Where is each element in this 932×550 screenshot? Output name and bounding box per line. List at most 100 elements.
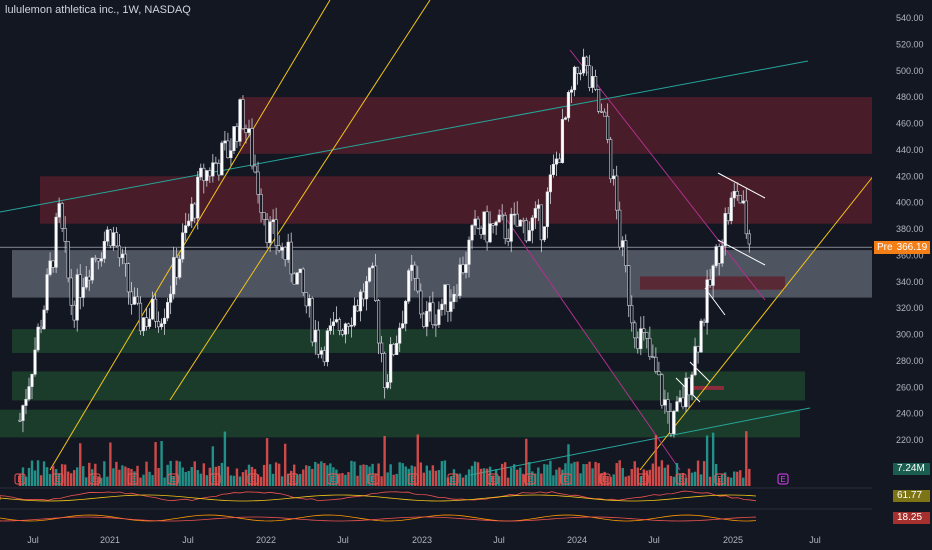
candle-body — [178, 258, 182, 278]
candle-body — [473, 218, 477, 226]
candle-body — [72, 304, 76, 321]
y-tick-label: 420.00 — [896, 171, 924, 181]
candle-body — [506, 238, 510, 242]
candle-body — [105, 229, 109, 242]
volume-bar — [525, 438, 528, 486]
candle-body — [129, 291, 134, 305]
earnings-marker-box — [327, 473, 339, 485]
candle-body — [440, 303, 444, 310]
candle-body — [45, 274, 49, 311]
magenta-channel-upper — [569, 49, 766, 301]
candle-body — [497, 214, 501, 223]
volume-bar — [79, 443, 82, 486]
volume-bar — [708, 476, 712, 486]
candle-body — [229, 150, 233, 159]
candle-body — [578, 72, 583, 75]
candle-body — [467, 239, 471, 265]
volume-bar — [455, 473, 459, 486]
volume-bar — [241, 472, 245, 486]
candle-body — [458, 264, 462, 296]
earnings-marker-box — [407, 473, 419, 485]
candle-body — [307, 297, 311, 307]
volume-bar — [443, 460, 447, 486]
earnings-marker-letter: E — [410, 475, 415, 484]
candle-body — [54, 216, 58, 268]
candle-body — [21, 405, 25, 421]
earnings-marker-box — [447, 473, 459, 485]
volume-bar — [323, 463, 326, 486]
volume-bar — [353, 461, 356, 486]
indicator2-value-badge: 18.25 — [893, 512, 930, 524]
candle-body — [398, 327, 402, 344]
candle-body — [431, 302, 435, 325]
volume-bar — [606, 476, 609, 486]
y-tick-label: 360.00 — [896, 250, 924, 260]
volume-bar — [347, 472, 350, 486]
volume-bar — [491, 475, 495, 486]
candle-body — [289, 241, 293, 275]
time-axis[interactable]: Jul 2021 Jul 2022 Jul 2023 Jul 2024 Jul 2025 Jul E — [0, 473, 932, 550]
earnings-marker: E — [560, 473, 572, 485]
candle-body — [319, 350, 323, 355]
volume-bar — [648, 469, 652, 486]
y-tick-label: 540.00 — [896, 13, 924, 23]
candle-body — [138, 302, 143, 332]
candle-body — [548, 174, 552, 193]
earnings-marker-letter: E — [717, 475, 722, 484]
candle-body — [120, 253, 125, 259]
candle-body — [666, 399, 670, 412]
volume-bar — [172, 476, 175, 486]
volume-bar — [419, 462, 422, 486]
earnings-marker: E — [89, 473, 101, 485]
volume-bar — [561, 469, 564, 486]
volume-bar — [452, 469, 456, 486]
candle-body — [488, 223, 492, 243]
candle-body — [60, 203, 64, 229]
volume-bar — [163, 477, 166, 486]
candle-body — [322, 350, 326, 363]
volume-bar — [720, 474, 724, 486]
candle-body — [401, 323, 405, 329]
earnings-marker-box — [167, 473, 179, 485]
y-tick-label: 320.00 — [896, 303, 924, 313]
candle-body — [521, 219, 525, 222]
volume-bar — [350, 460, 353, 486]
candle-body — [310, 297, 314, 343]
candle-body — [741, 200, 745, 204]
price-axis[interactable]: 540.00 520.00 500.00 480.00 460.00 440.00 420.… — [872, 0, 932, 530]
candle-body — [175, 257, 179, 278]
volume-bar — [359, 465, 362, 486]
candle-body — [410, 264, 414, 271]
candle-body — [150, 298, 155, 320]
volume-bar — [169, 460, 172, 486]
volume-bar — [356, 475, 359, 486]
candle-body — [147, 318, 152, 327]
candle-body — [196, 176, 200, 219]
candle-body — [606, 115, 610, 140]
volume-bar — [130, 468, 133, 486]
candle-body — [425, 310, 429, 327]
indicator1-line-a — [0, 490, 757, 502]
volume-bar — [317, 463, 320, 486]
volume-bar — [540, 473, 543, 486]
volume-bar — [262, 464, 266, 486]
volume-bar — [663, 467, 667, 486]
volume-bar — [736, 471, 739, 486]
volume-bar — [109, 442, 112, 486]
candle-body — [250, 128, 254, 167]
candle-body — [693, 346, 697, 376]
candle-body — [699, 320, 703, 353]
volume-bar — [609, 476, 612, 486]
volume-bar — [696, 460, 700, 486]
candle-body — [503, 214, 507, 239]
earnings-marker: E — [637, 473, 649, 485]
candle-body — [298, 268, 302, 273]
volume-bar — [217, 465, 221, 486]
candle-body — [217, 163, 221, 176]
volume-bar — [305, 465, 308, 486]
candle-body — [515, 213, 519, 227]
y-tick-label: 460.00 — [896, 119, 924, 129]
volume-bar — [69, 473, 73, 486]
